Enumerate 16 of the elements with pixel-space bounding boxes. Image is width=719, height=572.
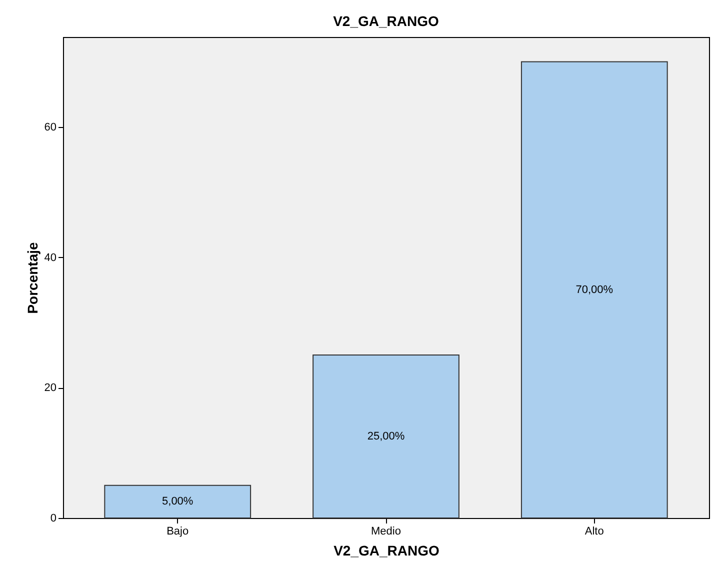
data-label: 25,00% [367,430,405,443]
chart-title: V2_GA_RANGO [333,13,440,29]
bar [312,354,460,518]
data-label: 5,00% [162,496,194,508]
x-tick-label: Alto [584,526,604,538]
x-tick-label: Medio [371,526,401,538]
y-tick-label: 40 [44,252,56,264]
y-tick-label: 60 [44,121,56,134]
y-tick-label: 0 [50,512,56,524]
x-axis-title: V2_GA_RANGO [334,542,440,558]
data-label: 70,00% [576,284,614,296]
x-tick-label: Bajo [166,526,189,538]
y-tick-label: 20 [44,382,56,394]
bar [104,484,252,518]
y-axis-title: Porcentaje [24,242,40,314]
bar [520,61,668,518]
